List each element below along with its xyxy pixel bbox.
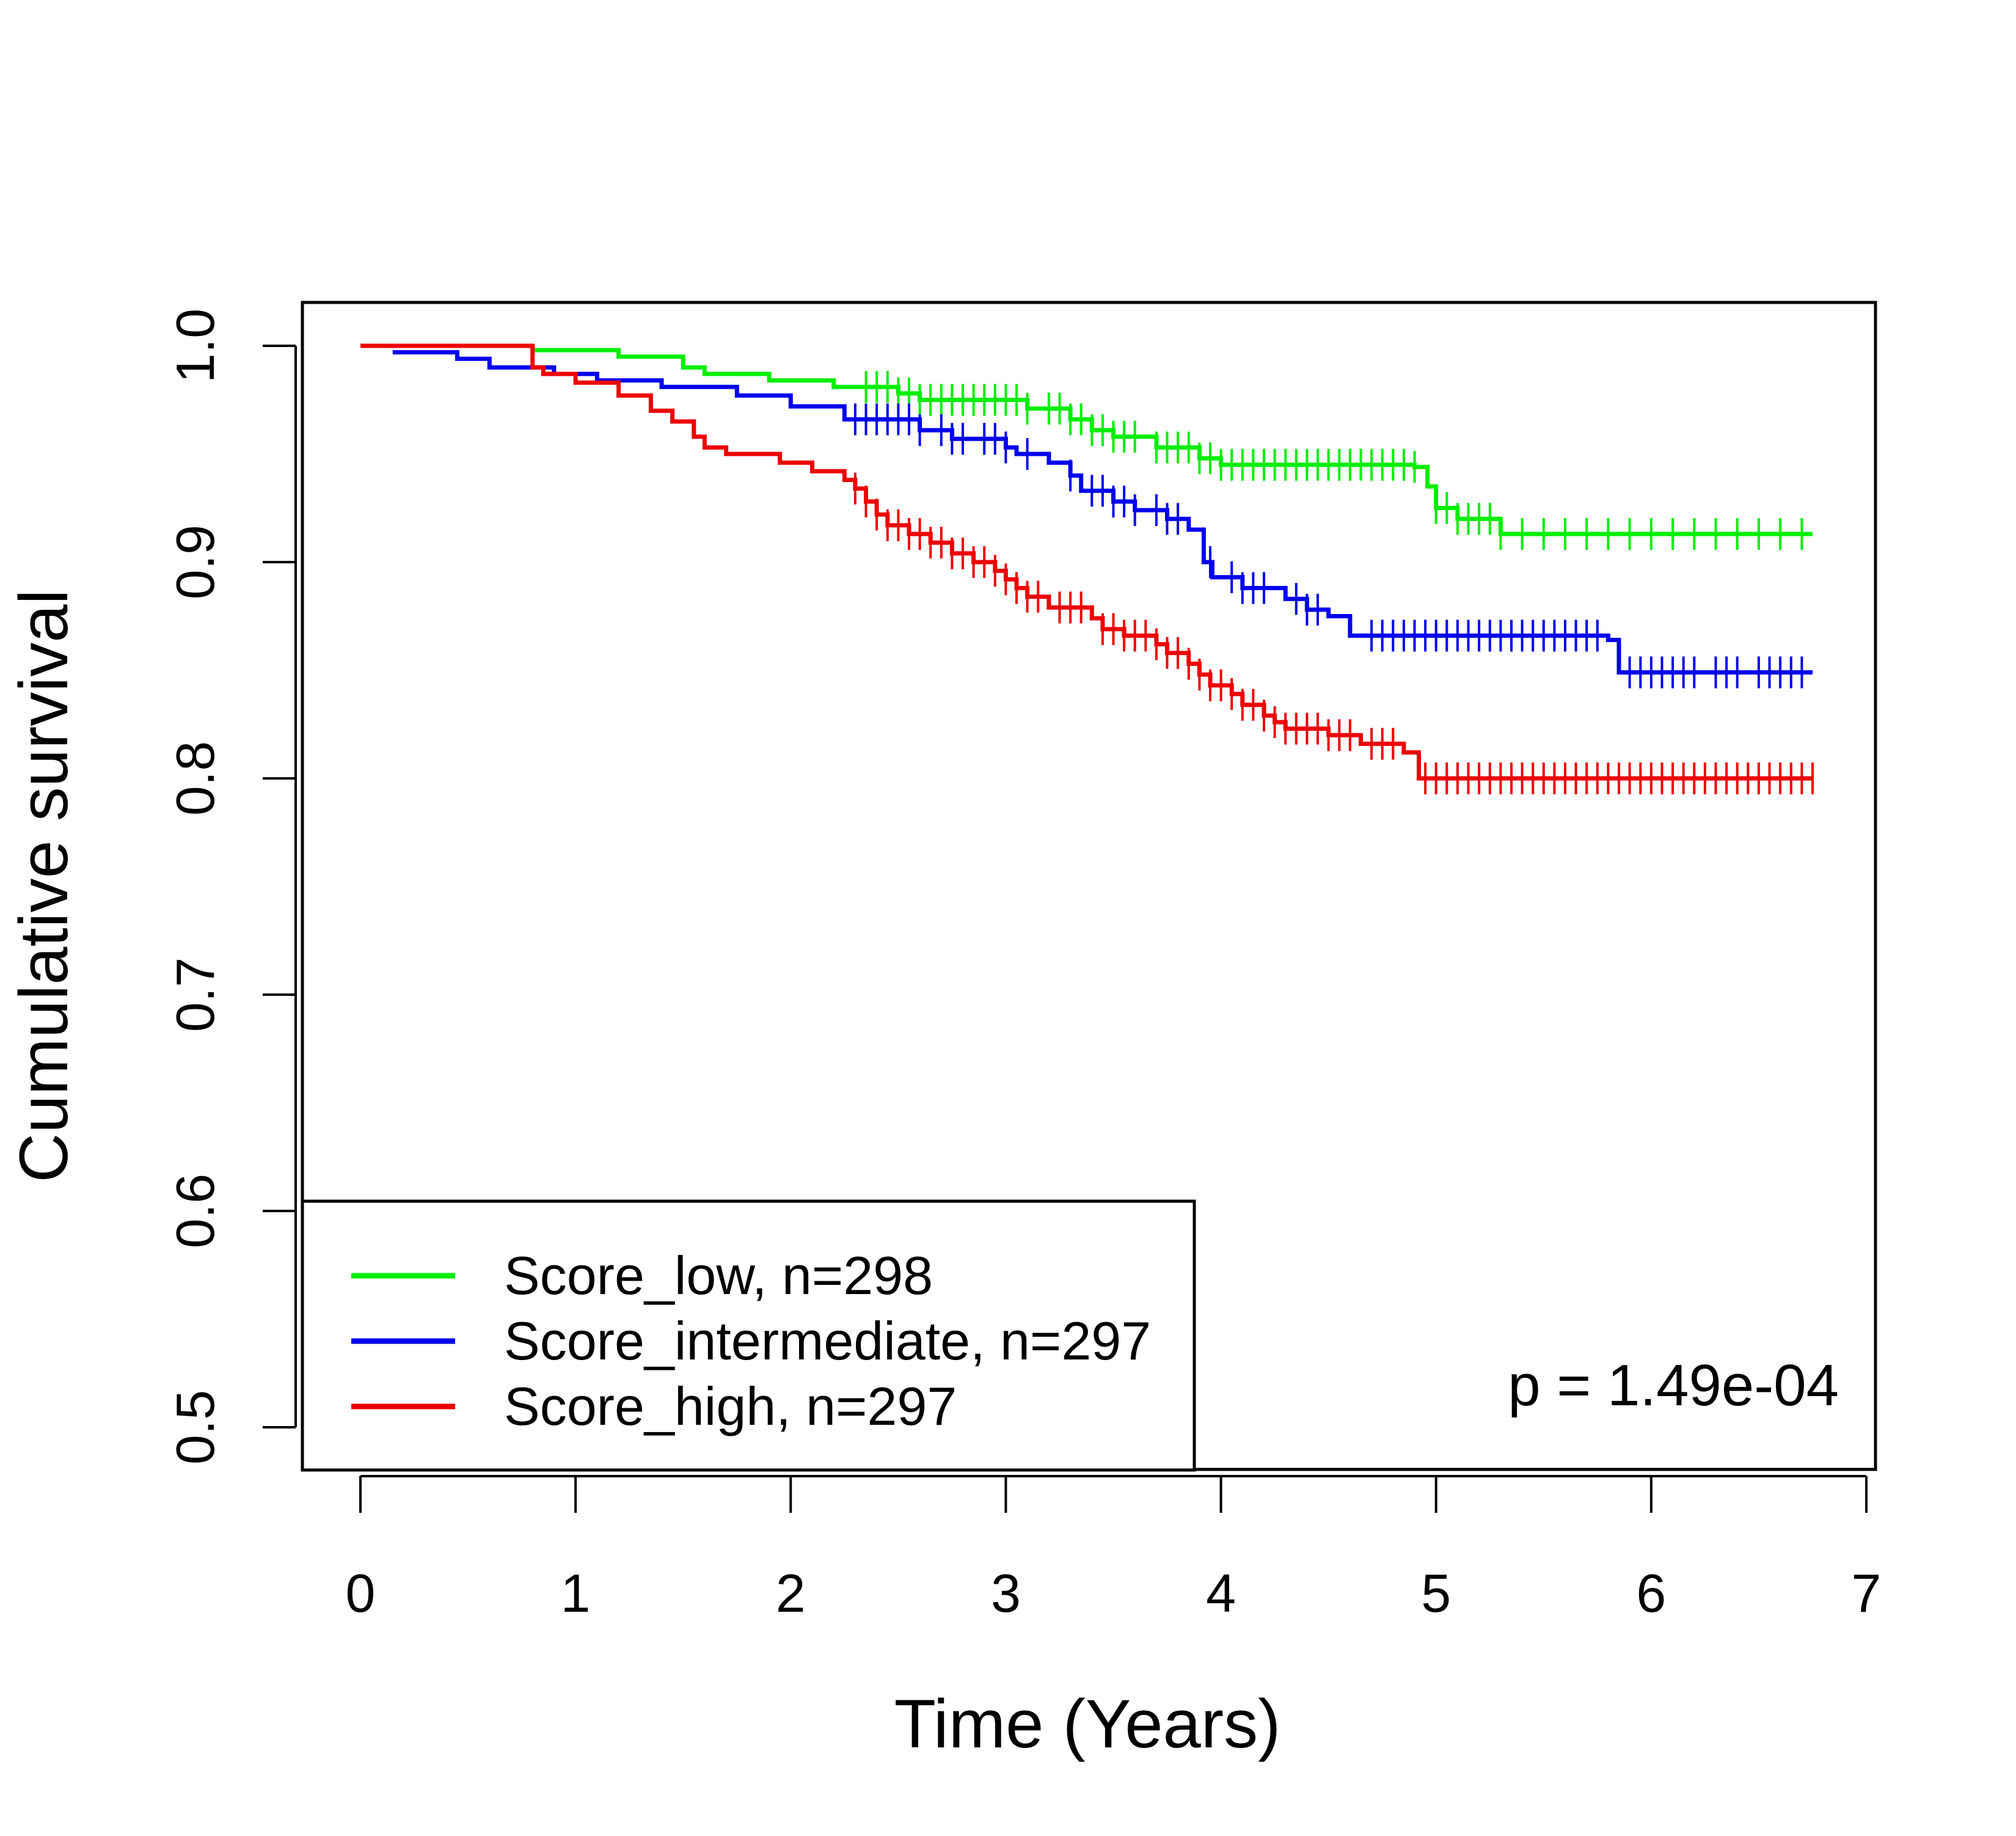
x-tick-label: 4: [1206, 1563, 1236, 1623]
y-tick-label: 0.8: [165, 741, 225, 816]
legend-label: Score_intermediate, n=297: [504, 1311, 1151, 1371]
legend-box: [301, 1199, 1196, 1472]
x-tick-label: 5: [1421, 1563, 1451, 1623]
legend-label: Score_low, n=298: [504, 1245, 933, 1306]
series-2: [360, 343, 1814, 794]
axis-layer: 0 1 2 3 4 5 6 7 0.5 0.6 0.7 0.8 0.9 1.0: [165, 301, 1882, 1623]
series-1: [392, 350, 1813, 689]
p-value-annotation: p = 1.49e-04: [1508, 1353, 1839, 1418]
legend-label: Score_high, n=297: [504, 1376, 957, 1436]
x-tick-label: 7: [1852, 1563, 1882, 1623]
series-line: [392, 350, 1813, 675]
series-layer: [360, 343, 1814, 794]
x-tick-label: 0: [346, 1563, 376, 1623]
y-tick-label: 0.7: [165, 957, 225, 1032]
y-tick-label: 1.0: [165, 309, 225, 383]
x-tick-label: 6: [1636, 1563, 1666, 1623]
x-tick-label: 3: [991, 1563, 1021, 1623]
series-line: [360, 343, 1813, 781]
x-tick-label: 1: [561, 1563, 591, 1623]
y-axis-title: Cumulative survival: [5, 590, 82, 1183]
x-tick-label: 2: [776, 1563, 806, 1623]
series-0: [360, 343, 1813, 550]
y-tick-label: 0.5: [165, 1390, 225, 1465]
y-tick-label: 0.6: [165, 1174, 225, 1248]
x-axis-title: Time (Years): [894, 1686, 1281, 1762]
y-tick-label: 0.9: [165, 525, 225, 599]
